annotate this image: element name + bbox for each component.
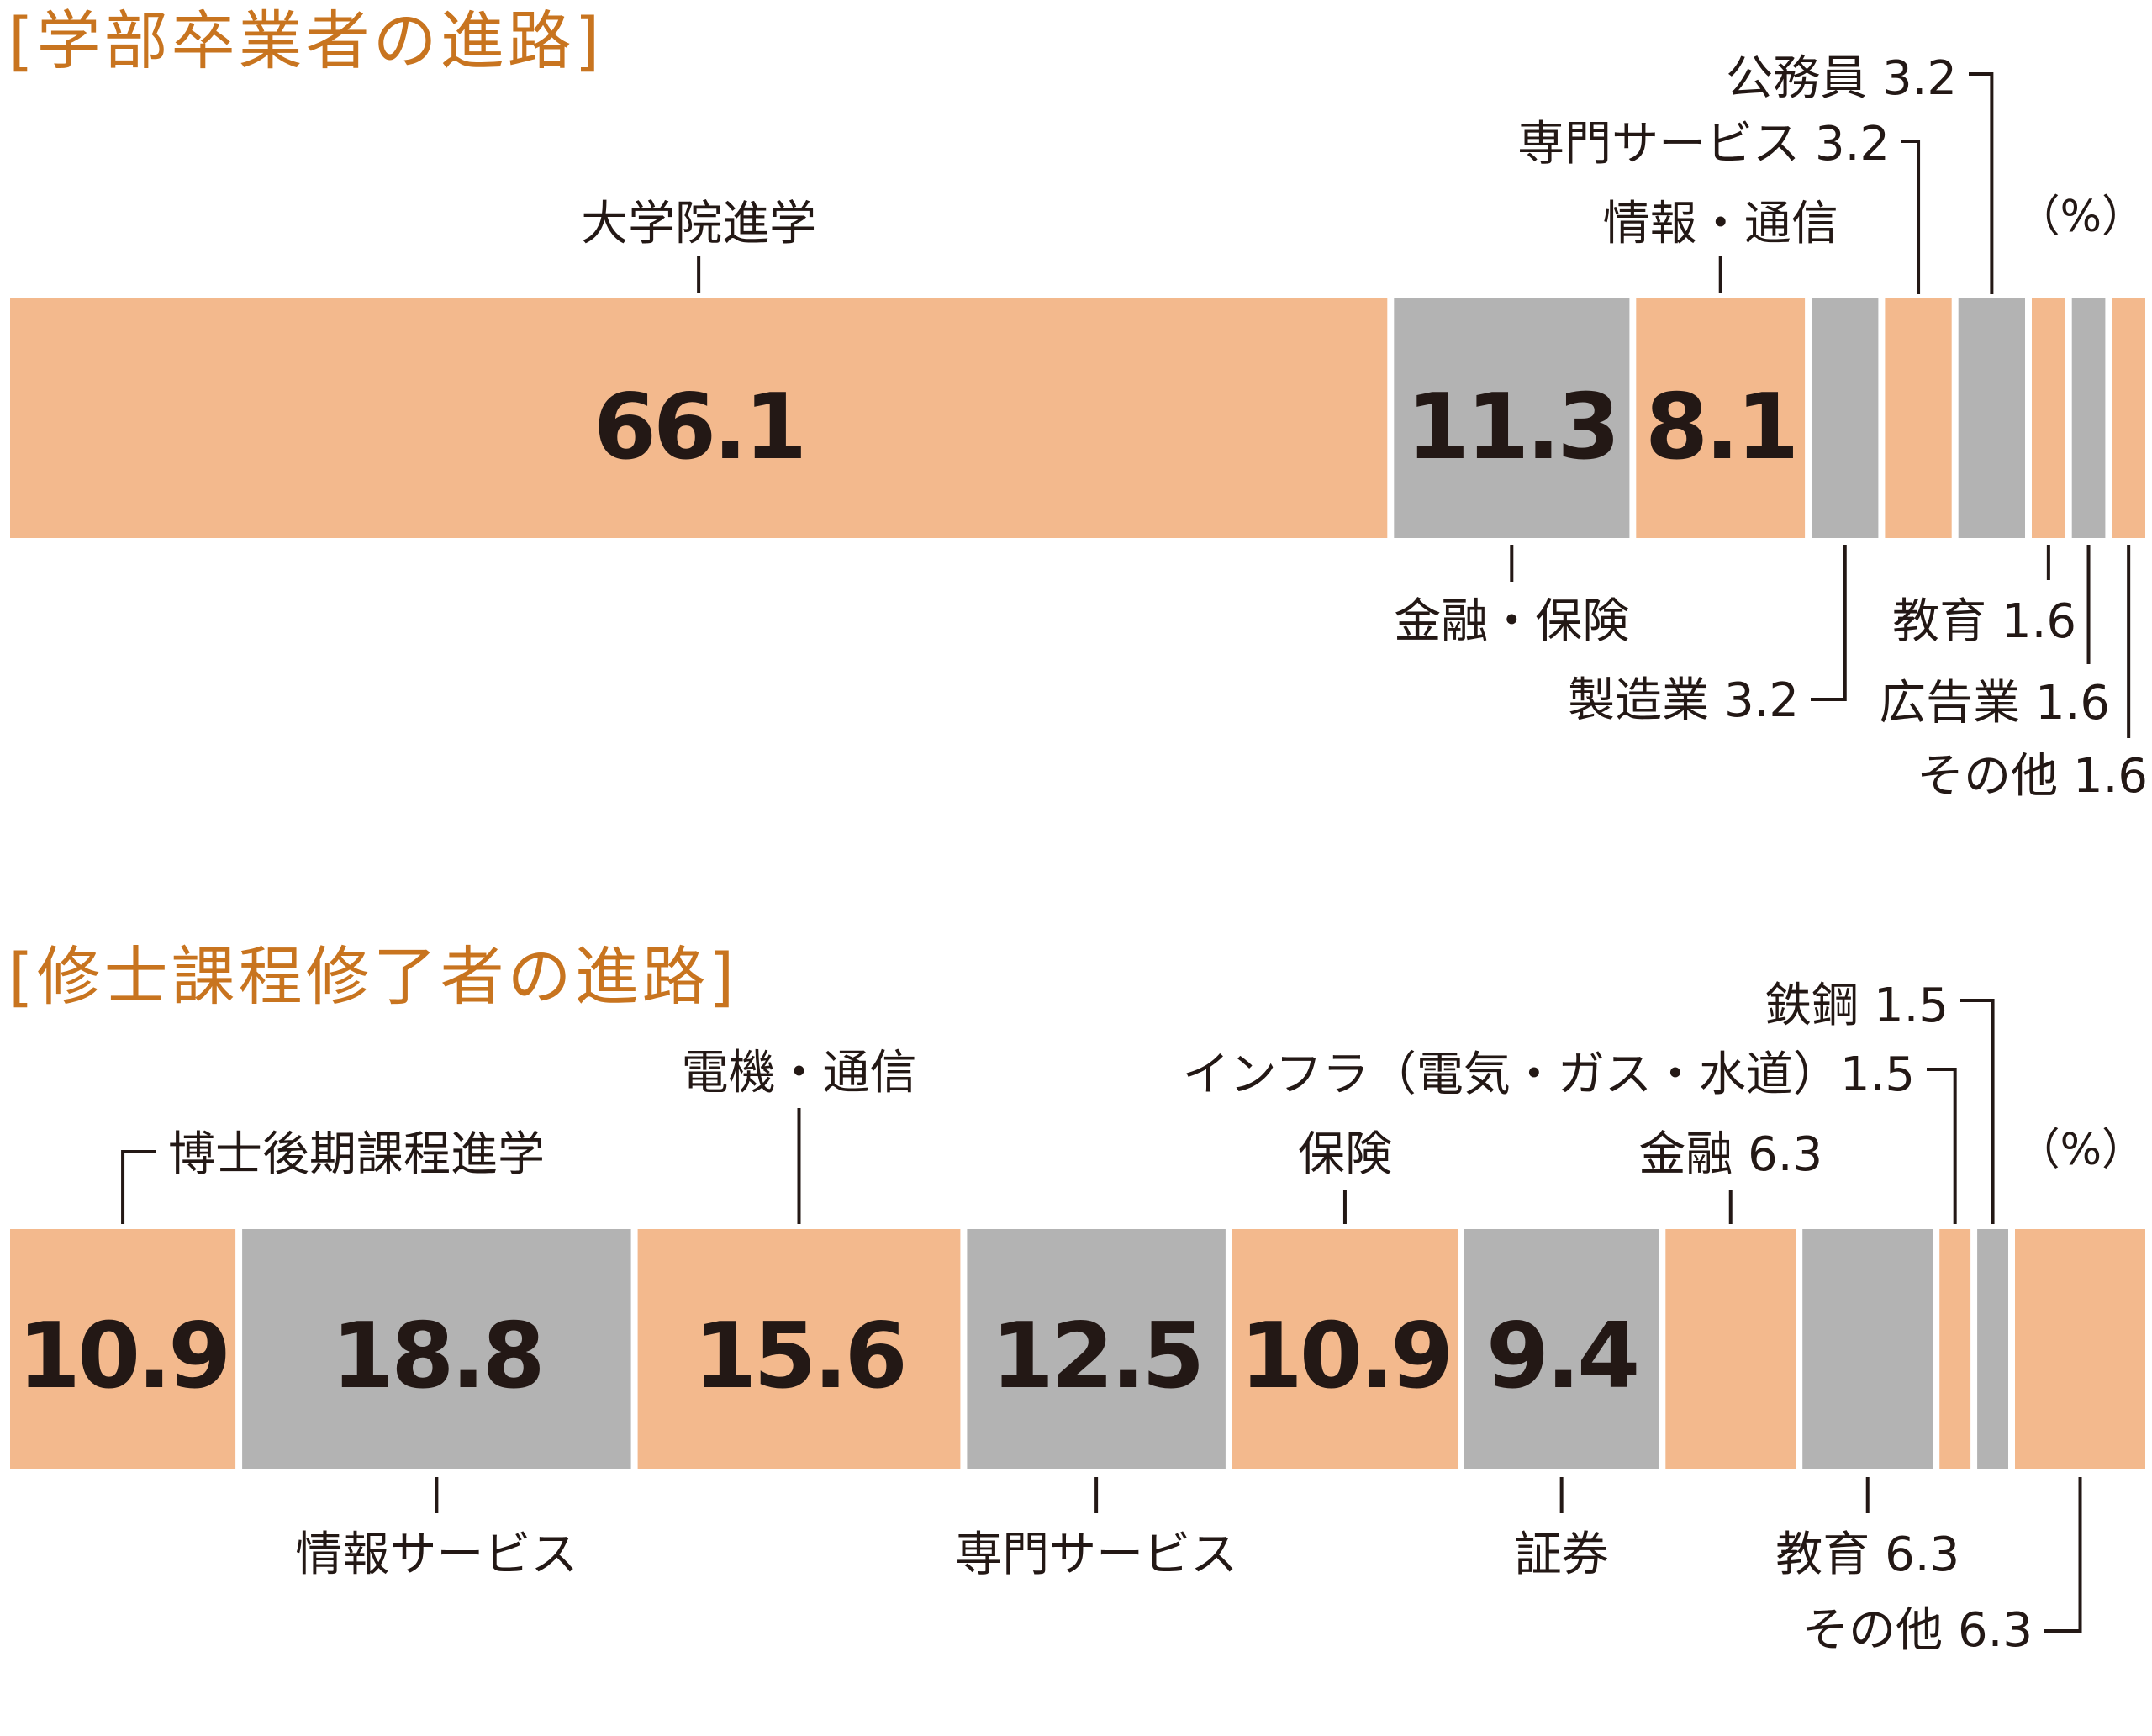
chart-title: [修士課程修了者の進路] [8, 939, 737, 1014]
leader-line [2044, 1477, 2082, 1633]
category-label: 情報サービス [295, 1528, 578, 1582]
category-label: 電機・通信 [682, 1046, 917, 1100]
bar-segment [1939, 1229, 1971, 1469]
leader-line [1960, 999, 1995, 1224]
data-label: 9.4 [1486, 1304, 1637, 1409]
bar-segment [2015, 1229, 2145, 1469]
data-label: 66.1 [593, 375, 804, 480]
category-label: 専門サービス 3.2 [1517, 117, 1890, 171]
category-label: 証券 [1515, 1528, 1609, 1582]
bar-segment [637, 1229, 961, 1469]
bar-segment [2112, 298, 2145, 538]
bar-segment [2032, 298, 2065, 538]
category-label: 広告業 1.6 [1879, 676, 2110, 731]
bar-segment [2071, 298, 2106, 538]
bar-segment [1232, 1229, 1458, 1469]
unit-label: （%） [2017, 192, 2145, 242]
category-label: 情報・通信 [1603, 197, 1838, 251]
category-label: その他 1.6 [1917, 749, 2148, 804]
leader-line [121, 1150, 156, 1224]
bar-segment [1636, 298, 1806, 538]
data-label: 12.5 [991, 1304, 1201, 1409]
data-label: 11.3 [1406, 375, 1617, 480]
category-label: 金融・保険 [1394, 594, 1629, 649]
leader-line [1811, 545, 1847, 701]
category-label: 製造業 3.2 [1568, 673, 1799, 728]
data-label: 10.9 [1240, 1304, 1450, 1409]
bar-segment [1812, 298, 1879, 538]
category-label: 公務員 3.2 [1726, 51, 1957, 106]
category-label: インフラ（電気・ガス・水道）1.5 [1183, 1047, 1915, 1102]
bar-segment [1802, 1229, 1933, 1469]
bar-segment [10, 298, 1388, 538]
category-label: 大学院進学 [581, 197, 816, 251]
bar-segment [1665, 1229, 1796, 1469]
category-label: 鉄鋼 1.5 [1764, 979, 1949, 1033]
category-label: 保険 [1298, 1127, 1392, 1182]
category-label: その他 6.3 [1801, 1603, 2033, 1658]
bar-segment [242, 1229, 631, 1469]
leader-line [1969, 72, 1994, 294]
data-label: 8.1 [1645, 375, 1796, 480]
data-label: 15.6 [694, 1304, 904, 1409]
bar-segment [1977, 1229, 2008, 1469]
bar-segment [967, 1229, 1226, 1469]
category-label: 専門サービス [955, 1528, 1237, 1582]
bar-segment [1885, 298, 1952, 538]
bar-segment [1464, 1229, 1659, 1469]
category-label: 教育 1.6 [1892, 594, 2076, 649]
bar-segment [1394, 298, 1630, 538]
bar-segment [10, 1229, 236, 1469]
data-label: 18.8 [331, 1304, 541, 1409]
category-label: 教育 6.3 [1775, 1528, 1959, 1582]
data-label: 10.9 [18, 1304, 228, 1409]
leader-line [1901, 140, 1921, 294]
bar-segment [1958, 298, 2025, 538]
category-label: 博士後期課程進学 [168, 1127, 545, 1182]
unit-label: （%） [2017, 1125, 2145, 1175]
leader-line [1927, 1068, 1957, 1224]
category-label: 金融 6.3 [1638, 1127, 1822, 1182]
chart-title: [学部卒業者の進路] [8, 3, 603, 78]
